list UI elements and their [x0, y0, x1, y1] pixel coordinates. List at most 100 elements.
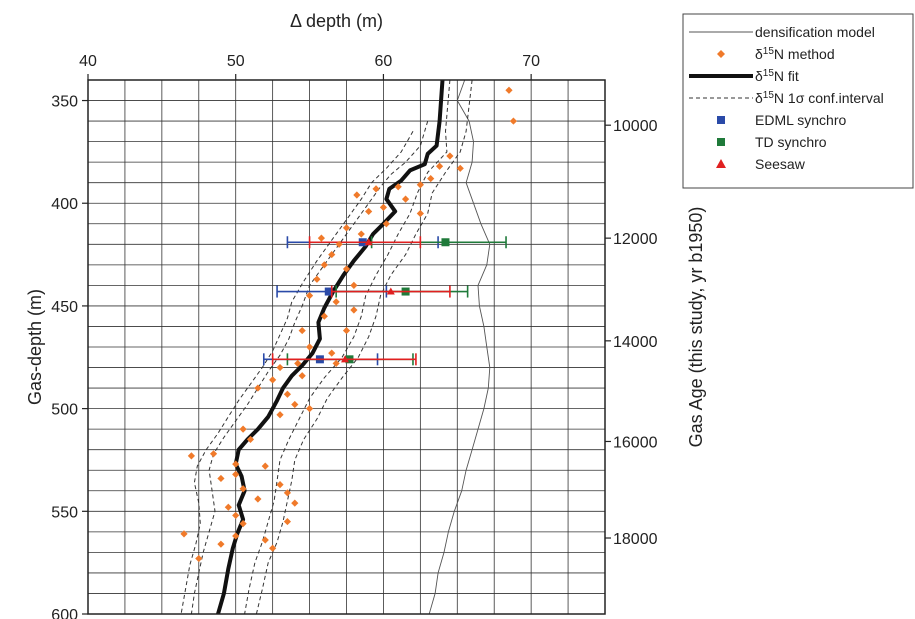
scatter-point: [283, 517, 292, 526]
scatter-point: [456, 164, 464, 172]
scatter-point: [305, 343, 314, 351]
scatter-point: [269, 544, 277, 552]
left-tick-label: 450: [51, 299, 78, 316]
left-tick-label: 400: [51, 196, 78, 213]
scatter-point: [328, 250, 336, 259]
top-tick-label: 50: [227, 53, 245, 70]
scatter-point: [283, 489, 292, 497]
scatter-point: [254, 495, 262, 503]
scatter-point: [350, 306, 358, 314]
scatter-point: [276, 411, 284, 419]
scatter-point: [239, 425, 247, 433]
scatter-point: [353, 191, 361, 199]
left-tick-label: 500: [51, 402, 78, 419]
scatter-point: [187, 452, 195, 460]
scatter-point: [291, 400, 299, 409]
scatter-point: [246, 435, 255, 444]
error-bars: [262, 236, 507, 366]
scatter-point: [332, 298, 340, 306]
scatter-point: [232, 470, 240, 478]
top-tick-label: 70: [522, 53, 540, 70]
confidence-interval-line: [190, 120, 429, 615]
scatter-point: [224, 503, 232, 511]
ticks: 40 50 60 70 350 400 450 500 550 600 10000 12000 1400…: [51, 53, 657, 619]
seesaw-marker: [341, 355, 350, 363]
scatter-point: [342, 224, 351, 232]
scatter-point: [394, 183, 402, 191]
scatter-point: [382, 220, 390, 228]
scatter-point: [365, 207, 373, 216]
scatter-point: [313, 275, 321, 283]
scatter-point: [401, 195, 410, 203]
scatter-point: [254, 384, 262, 392]
grid: [87, 79, 606, 615]
scatter-point: [239, 520, 247, 528]
legend: densification model δ15N method δ15N fit δ1…: [682, 13, 914, 189]
scatter-point: [446, 152, 454, 160]
legend-label: densification model: [755, 24, 875, 40]
left-tick-label: 600: [51, 607, 78, 619]
scatter-point: [509, 117, 518, 125]
scatter-point: [328, 349, 336, 357]
confidence-interval-line: [244, 79, 451, 615]
top-tick-label: 60: [375, 53, 393, 70]
right-tick-label: 18000: [613, 531, 658, 548]
plot-frame: [87, 79, 606, 615]
scatter-point: [342, 326, 351, 335]
scatter-point: [505, 86, 513, 94]
scatter-point: [217, 474, 225, 483]
seesaw-marker: [364, 238, 373, 246]
legend-label: δ15N method: [755, 46, 835, 63]
scatter-point: [180, 530, 188, 538]
legend-label: δ15N 1σ conf.interval: [755, 90, 884, 107]
scatter-point: [357, 230, 365, 238]
legend-label: EDML synchro: [755, 112, 847, 128]
left-axis-title: Gas-depth (m): [25, 289, 45, 405]
scatter-point: [335, 240, 343, 248]
right-tick-label: 10000: [613, 118, 658, 135]
scatter-point: [350, 281, 358, 289]
scatter-point: [291, 499, 299, 507]
scatter-point: [217, 540, 225, 548]
legend-label: Seesaw: [755, 156, 806, 172]
scatter-point: [342, 265, 351, 273]
scatter-point: [269, 376, 277, 384]
scatter-point: [317, 234, 325, 242]
scatter-point: [276, 363, 284, 372]
scatter-point: [298, 326, 306, 335]
data-points: [180, 86, 518, 563]
series-lines: [180, 79, 491, 615]
fit-line: [216, 79, 445, 615]
legend-symbol-diamond: [717, 50, 725, 58]
scatter-point: [209, 450, 218, 458]
left-tick-label: 550: [51, 504, 78, 521]
legend-symbol-triangle: [716, 159, 726, 168]
scatter-point: [232, 460, 240, 468]
scatter-point: [261, 462, 269, 470]
scatter-point: [435, 162, 444, 170]
legend-box: [682, 13, 914, 189]
scatter-point: [261, 536, 269, 544]
legend-symbol-square: [717, 116, 725, 124]
top-axis-title: Δ depth (m): [290, 11, 383, 31]
right-axis-title: Gas Age (this study, yr b1950): [686, 207, 706, 448]
right-tick-label: 12000: [613, 231, 658, 248]
right-tick-label: 16000: [613, 434, 658, 451]
densification-model-line: [428, 79, 491, 615]
top-tick-label: 40: [79, 53, 97, 70]
scatter-point: [416, 181, 424, 189]
scatter-point: [416, 209, 424, 218]
scatter-point: [320, 312, 328, 320]
scatter-point: [232, 532, 240, 540]
legend-label: δ15N fit: [755, 68, 799, 85]
scatter-point: [305, 405, 314, 413]
confidence-interval-line: [255, 79, 473, 615]
scatter-point: [276, 481, 284, 489]
seesaw-marker: [386, 287, 395, 295]
scatter-point: [332, 359, 340, 368]
legend-symbol-square: [717, 138, 725, 146]
scatter-point: [379, 203, 388, 211]
scatter-point: [305, 292, 314, 300]
scatter-point: [239, 485, 247, 493]
